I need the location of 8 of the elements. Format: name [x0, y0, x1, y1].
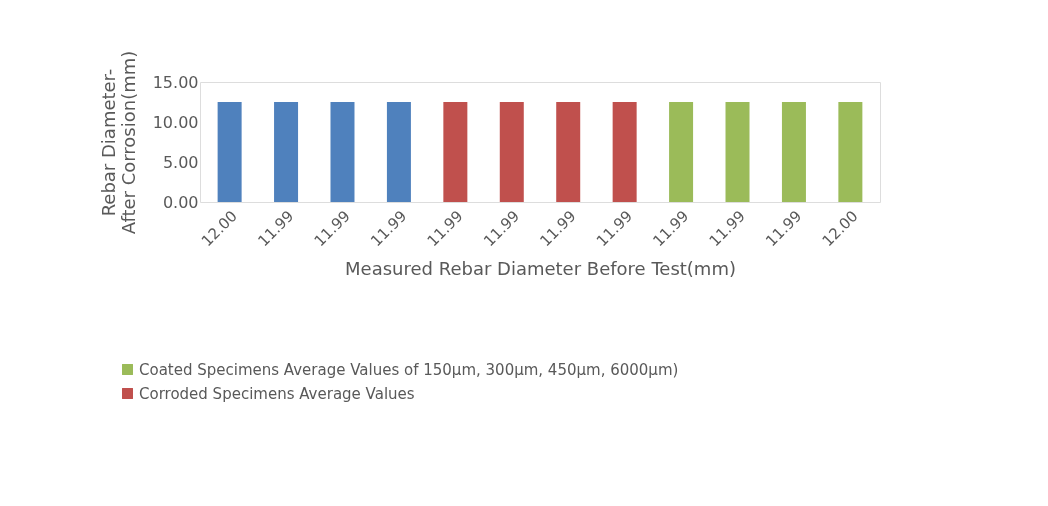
legend-label: Corroded Specimens Average Values	[139, 384, 415, 403]
y-tick-label: 15.00	[152, 72, 199, 92]
y-axis-title: Rebar Diameter- After Corrosion(mm)	[97, 50, 139, 235]
x-axis-title: Measured Rebar Diameter Before Test(mm)	[345, 258, 736, 280]
y-tick-label: 10.00	[152, 112, 199, 132]
y-tick-label: 5.00	[162, 152, 199, 172]
y-tick-label: 0.00	[162, 192, 199, 212]
legend-label: Coated Specimens Average Values of 150µm, 300µm, 450µm, 6000µm)	[139, 360, 679, 379]
